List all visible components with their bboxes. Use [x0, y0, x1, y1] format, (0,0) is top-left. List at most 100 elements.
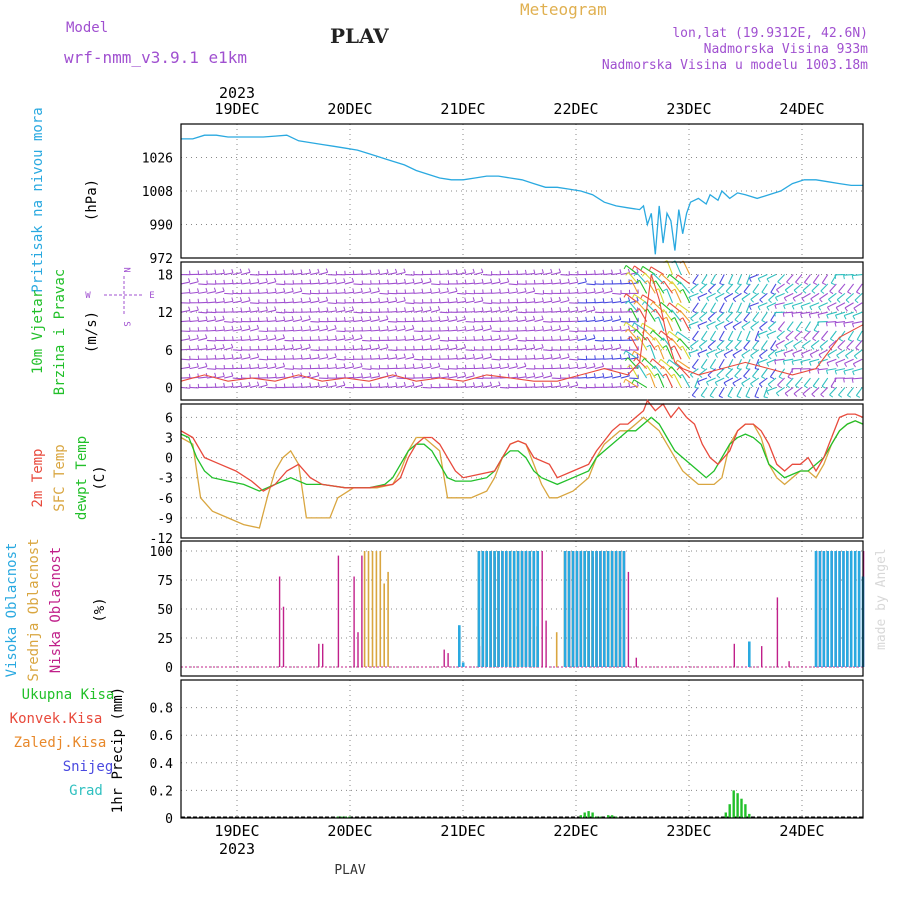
- wind-barb: [310, 349, 320, 351]
- wind-barb-flag: [377, 315, 380, 320]
- precip-bar: [583, 812, 586, 818]
- wind-barb-flag: [809, 354, 813, 358]
- wind-barb: [439, 273, 449, 276]
- wind-barb-flag: [222, 287, 225, 292]
- wind-barb-flag: [725, 375, 730, 379]
- wind-barb: [499, 291, 510, 294]
- wind-barb-flag: [335, 345, 338, 350]
- wind-barb-flag: [825, 322, 828, 327]
- wind-barb-flag: [309, 325, 312, 330]
- wind-barb-flag: [745, 367, 751, 370]
- wind-barb-flag: [856, 339, 862, 342]
- wind-barb: [241, 328, 251, 332]
- wind-barb-flag: [752, 319, 757, 323]
- wind-barb-flag: [317, 297, 320, 302]
- wind-barb: [551, 357, 561, 360]
- wind-barb: [763, 387, 768, 398]
- wind-barb-flag: [325, 296, 329, 301]
- wind-barb-flag: [714, 325, 719, 330]
- wind-barb: [293, 272, 303, 276]
- wind-barb-flag: [447, 326, 450, 331]
- wind-barb-flag: [741, 298, 746, 303]
- wind-barb: [379, 329, 389, 332]
- wind-barb-flag: [283, 287, 286, 293]
- wind-barb: [482, 328, 492, 332]
- wind-barb-flag: [274, 334, 277, 339]
- precip-bar: [724, 812, 727, 818]
- wind-barb: [379, 386, 389, 389]
- wind-barb-flag: [826, 314, 829, 319]
- wind-barb: [293, 329, 303, 332]
- wind-barb: [327, 281, 337, 285]
- wind-barb: [206, 301, 216, 304]
- wind-barb-flag: [196, 362, 199, 368]
- wind-barb-flag: [231, 297, 234, 302]
- wind-barb-flag: [524, 362, 527, 367]
- wind-barb: [855, 340, 863, 349]
- wind-barb: [499, 320, 510, 323]
- cloud-bar-2: [834, 551, 837, 667]
- wind-barb: [736, 302, 742, 313]
- wind-barb: [258, 384, 268, 388]
- wind-barb: [620, 349, 630, 352]
- wind-barb-flag: [663, 288, 668, 292]
- wind-barb-flag: [766, 278, 770, 283]
- wind-barb: [525, 347, 535, 351]
- precip-tick-label: 0.6: [150, 729, 173, 744]
- wind-barb: [422, 320, 432, 323]
- wind-barb: [811, 283, 820, 292]
- wind-barb-flag: [668, 366, 672, 370]
- wind-barb-flag: [759, 327, 763, 331]
- wind-barb: [249, 273, 260, 276]
- wind-barb-flag: [248, 268, 251, 273]
- wind-barb: [517, 376, 527, 379]
- wind-barb-flag: [438, 288, 441, 293]
- wind-barb-flag: [732, 326, 736, 331]
- wind-barb: [800, 358, 811, 363]
- wind-barb: [543, 300, 553, 304]
- wind-barb: [741, 321, 751, 328]
- wind-barb: [775, 339, 785, 346]
- wind-barb: [679, 309, 691, 322]
- wind-barb-flag: [420, 381, 424, 386]
- wind-barb: [543, 321, 553, 323]
- wind-barb-flag: [775, 392, 780, 397]
- wind-barb-flag: [743, 347, 748, 351]
- wind-barb: [586, 309, 596, 313]
- wind-barb: [439, 301, 449, 304]
- wind-barb: [215, 357, 225, 360]
- cloud-unit: (%): [92, 597, 108, 622]
- wind-barb-flag: [481, 325, 484, 330]
- wind-barb: [353, 376, 363, 379]
- wind-barb: [456, 300, 466, 304]
- wind-barb-flag: [710, 310, 715, 314]
- wind-barb-flag: [214, 372, 217, 377]
- wind-barb: [551, 271, 561, 276]
- wind-barb: [856, 330, 863, 340]
- wind-barb: [465, 385, 475, 388]
- wind-barb-flag: [188, 278, 191, 283]
- wind-barb: [405, 273, 415, 276]
- wind-barb-flag: [291, 316, 294, 321]
- wind-barb-flag: [748, 306, 752, 311]
- wind-barb-flag: [768, 327, 772, 332]
- wind-barb: [275, 348, 285, 351]
- wind-barb: [818, 349, 828, 356]
- wind-barb-flag: [309, 354, 312, 359]
- wind-barb: [846, 387, 855, 396]
- wind-barb: [560, 328, 570, 332]
- wind-barb: [189, 291, 199, 294]
- cloud-bar-2: [505, 551, 508, 667]
- wind-barb-flag: [774, 360, 777, 365]
- wind-barb-flag: [830, 386, 835, 389]
- wind-barb-flag: [386, 315, 389, 320]
- wind-barb-flag: [490, 317, 493, 322]
- wind-barb-flag: [309, 382, 312, 387]
- wind-barb: [812, 330, 820, 339]
- wind-barb-flag: [585, 270, 588, 275]
- cloud-bar-2: [563, 551, 567, 667]
- wind-barb: [697, 349, 708, 355]
- wind-barb-flag: [568, 317, 570, 322]
- year-label-top: 2023: [219, 84, 255, 102]
- wind-barb-flag: [533, 297, 536, 302]
